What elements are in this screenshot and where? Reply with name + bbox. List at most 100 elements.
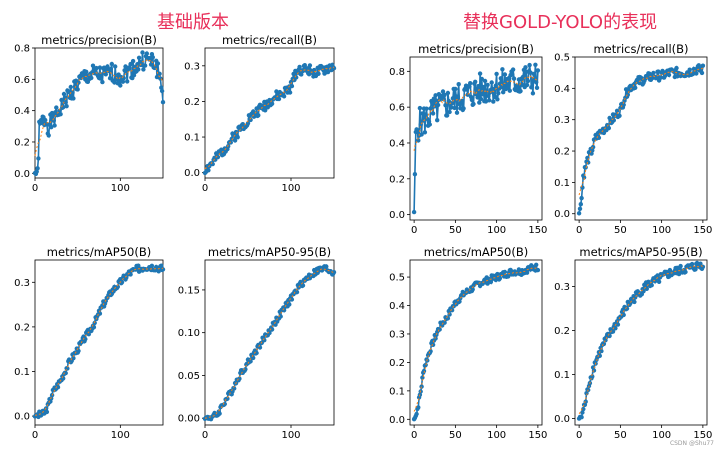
data-point (305, 66, 310, 71)
data-point (50, 113, 56, 118)
subplot-8: metrics/mAP50-95(B) 0 50 100 150 0.0 0.1 0.2 0.3 (554, 245, 712, 441)
data-point (44, 409, 50, 415)
data-point (656, 279, 662, 284)
data-point (43, 117, 48, 123)
y-tick-label: 0.5 (554, 53, 570, 64)
y-tick-label: 0.10 (178, 328, 200, 339)
data-point (480, 92, 485, 97)
subplot-title: metrics/mAP50(B) (47, 245, 151, 259)
data-point (297, 64, 302, 70)
data-point (443, 103, 448, 108)
data-point (52, 123, 57, 128)
data-point (434, 98, 439, 104)
y-tick-label: 0.8 (14, 44, 30, 55)
data-point (149, 263, 155, 268)
data-point (694, 71, 699, 76)
y-tick-label: 0.1 (554, 370, 570, 381)
smooth-line (578, 67, 703, 196)
y-tick-label: 0.0 (554, 209, 570, 220)
data-point (154, 74, 160, 80)
data-point (700, 264, 706, 269)
data-point (276, 96, 282, 102)
data-point (414, 411, 419, 417)
data-point (700, 63, 706, 68)
data-point (58, 112, 63, 117)
data-point (615, 322, 621, 327)
data-point (477, 100, 482, 105)
data-point (698, 261, 703, 266)
data-point (497, 81, 503, 87)
data-point (46, 133, 51, 138)
data-point (90, 63, 96, 68)
data-point (495, 97, 500, 102)
y-tick-label: 0.0 (14, 169, 30, 180)
data-point (108, 66, 114, 72)
subplot-title: metrics/recall(B) (222, 33, 317, 47)
results-line (34, 263, 164, 418)
data-point (307, 63, 313, 68)
data-point (436, 92, 442, 97)
y-tick-label: 0.1 (184, 133, 200, 144)
data-point (115, 284, 121, 289)
data-point (469, 97, 475, 103)
y-tick-label: 0.1 (389, 386, 405, 397)
data-point (100, 79, 105, 85)
data-point (446, 98, 451, 104)
subplot-7: metrics/mAP50(B) 0 50 100 150 0.0 0.1 0.2 0.3 0.4… (389, 245, 547, 441)
data-point (417, 105, 423, 111)
data-point (269, 327, 275, 332)
data-point (217, 411, 222, 416)
data-point (579, 415, 584, 420)
x-tick-label: 100 (652, 225, 671, 236)
data-point (49, 125, 54, 130)
data-point (420, 111, 425, 116)
x-tick-label: 0 (411, 430, 417, 441)
data-point (54, 105, 59, 110)
x-tick-label: 0 (202, 183, 208, 194)
data-point (585, 155, 590, 161)
data-point (61, 376, 66, 381)
data-point (251, 355, 256, 361)
x-tick-label: 100 (281, 183, 300, 194)
data-point (576, 211, 582, 216)
data-point (131, 73, 137, 78)
data-point (527, 62, 532, 68)
data-point (583, 165, 588, 170)
data-point (118, 83, 123, 88)
subplot-title: metrics/mAP50-95(B) (579, 245, 702, 259)
data-point (453, 86, 458, 92)
subplot-title: metrics/mAP50(B) (424, 245, 528, 259)
y-tick-label: 0.2 (14, 137, 30, 148)
plot-frame (34, 259, 164, 426)
data-point (64, 104, 69, 109)
data-point (687, 67, 692, 72)
y-tick-label: 0.1 (14, 367, 30, 378)
data-point (263, 108, 268, 113)
data-point (109, 61, 115, 67)
data-point (248, 117, 253, 123)
data-point (316, 71, 321, 77)
data-point (497, 276, 503, 281)
watermark: CSDN @Shu77 (669, 440, 714, 447)
y-tick-label: 0.6 (14, 75, 30, 86)
data-point (510, 67, 516, 72)
x-tick-label: 100 (111, 430, 130, 441)
subplot-6: metrics/recall(B) 0 50 100 150 0.0 0.1 0.2 0.3 0.… (554, 42, 712, 236)
data-point (430, 111, 436, 116)
data-point (103, 72, 109, 77)
plot-frame (34, 47, 164, 179)
subplot-title: metrics/mAP50-95(B) (208, 245, 331, 259)
data-point (421, 118, 426, 123)
x-tick-label: 50 (449, 430, 462, 441)
data-point (632, 299, 637, 305)
y-tick-label: 0.0 (554, 414, 570, 425)
data-point (482, 78, 488, 84)
x-tick-label: 0 (202, 430, 208, 441)
data-point (123, 64, 128, 69)
data-point (289, 297, 295, 302)
y-tick-label: 0.2 (389, 174, 405, 185)
data-point (430, 101, 435, 106)
data-point (530, 91, 536, 96)
data-point (534, 80, 539, 85)
data-point (500, 67, 505, 72)
